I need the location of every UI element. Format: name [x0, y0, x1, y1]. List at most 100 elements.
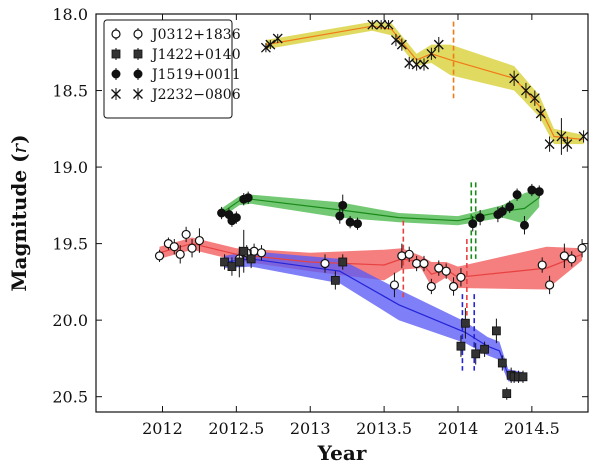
- y-tick-label-0: 18.0: [52, 5, 88, 24]
- series-3-marker-17: [544, 139, 555, 150]
- series-0-marker-25: [567, 254, 577, 264]
- series-1-marker-11: [491, 326, 501, 336]
- series-0-marker-4: [181, 229, 191, 240]
- x-tick-label-0: 2012: [142, 419, 183, 438]
- series-1-band: [224, 251, 523, 382]
- series-3-point-7: [396, 38, 407, 51]
- legend-label-3: J2232−0806: [150, 87, 241, 103]
- series-0-point-3: [175, 245, 185, 264]
- series-3-point-6: [390, 33, 401, 47]
- y-axis-label-main: Magnitude: [7, 170, 31, 292]
- legend-box: [103, 19, 233, 119]
- series-1-marker-12: [497, 358, 507, 368]
- series-3-point-12: [433, 36, 444, 53]
- series-1-point-3: [239, 229, 249, 273]
- series-3-marker-18: [556, 131, 567, 142]
- series-3-point-13: [509, 70, 520, 86]
- series-3-marker-6: [390, 35, 401, 45]
- series-3-point-16: [535, 105, 546, 122]
- series-1-marker-10: [480, 344, 489, 354]
- series-1-point-17: [518, 370, 528, 383]
- series-0-marker-12: [389, 280, 400, 290]
- series-3-point-18: [556, 118, 567, 155]
- y-tick-label-2: 19.0: [52, 158, 88, 177]
- axis-ticks: 2012 2012.5 2013 2013.5 2014 2014.5 18.0 18.5 19…: [52, 5, 588, 438]
- series-3-point-15: [529, 90, 540, 106]
- legend-item-3: J2232−0806: [111, 87, 241, 103]
- series-1-point-13: [502, 387, 512, 400]
- data-points: [154, 19, 589, 400]
- series-0-marker-2: [169, 242, 179, 252]
- y-axis-label: Magnitude (r): [7, 134, 31, 291]
- series-3-point-4: [376, 19, 387, 30]
- y-tick-label-5: 20.5: [52, 388, 88, 407]
- legend-label-0: J0312+1836: [150, 27, 241, 43]
- series-3-point-9: [411, 58, 422, 71]
- series-2-point-3: [231, 211, 241, 224]
- series-3-marker-10: [419, 59, 429, 70]
- series-2-marker-15: [512, 190, 522, 200]
- series-2-marker-9: [353, 219, 363, 229]
- series-0-marker-5: [187, 243, 197, 253]
- series-2-point-15: [512, 188, 522, 201]
- series-0-point-11: [320, 254, 330, 273]
- y-tick-label-4: 20.0: [52, 311, 88, 330]
- series-0-marker-3: [175, 249, 185, 259]
- series-0-point-26: [577, 239, 587, 258]
- series-1-marker-13: [502, 389, 512, 399]
- series-0-point-0: [154, 249, 165, 262]
- x-tick-label-1: 2012.5: [208, 419, 264, 438]
- legend-item-0: J0312+1836: [111, 27, 241, 43]
- series-2-point-9: [353, 217, 363, 230]
- series-3-marker-14: [520, 85, 531, 96]
- series-0-point-25: [567, 251, 577, 267]
- series-1-marker-5: [330, 275, 340, 285]
- series-2-point-13: [497, 205, 507, 218]
- series-3-point-5: [383, 19, 394, 30]
- series-3-point-14: [520, 82, 531, 99]
- y-axis-label-open-paren: (: [7, 153, 31, 169]
- series-2-marker-7: [338, 200, 348, 210]
- series-2-point-6: [335, 208, 345, 224]
- series-1-marker-8: [460, 318, 470, 328]
- series-0-point-2: [169, 239, 179, 255]
- series-2-marker-0: [217, 208, 227, 218]
- change-point-markers: [402, 21, 477, 371]
- series-0-marker-19: [441, 266, 451, 276]
- series-3-marker-16: [535, 108, 546, 119]
- x-axis-label: Year: [317, 441, 367, 465]
- series-0-point-20: [448, 277, 459, 296]
- series-2-point-10: [468, 216, 478, 232]
- series-3-marker-12: [433, 39, 444, 50]
- series-0-marker-20: [448, 281, 459, 292]
- series-0-point-10: [256, 245, 267, 261]
- series-1-point-5: [330, 271, 340, 290]
- series-3-marker-11: [426, 48, 437, 59]
- series-1-point-10: [480, 341, 489, 357]
- series-0-marker-11: [320, 258, 330, 269]
- series-2-point-5: [243, 191, 253, 204]
- series-2-marker-14: [505, 202, 515, 212]
- series-3-marker-3: [367, 19, 378, 30]
- series-3-point-10: [419, 58, 429, 71]
- series-0-point-4: [181, 226, 191, 243]
- series-0-trend-line: [159, 242, 583, 278]
- series-0-point-6: [194, 228, 205, 253]
- series-0-marker-10: [256, 248, 267, 258]
- series-3-marker-5: [383, 19, 394, 30]
- series-3-marker-0: [260, 42, 271, 53]
- series-2-marker-18: [534, 187, 544, 197]
- series-2-marker-13: [497, 206, 507, 216]
- series-2-band: [221, 188, 540, 226]
- series-1-marker-17: [518, 372, 528, 382]
- x-tick-label-2: 2013: [290, 419, 331, 438]
- series-1-point-12: [497, 355, 507, 371]
- series-0-point-21: [456, 268, 466, 287]
- series-2-point-16: [519, 216, 529, 235]
- legend-label-1: J1422+0140: [150, 47, 241, 63]
- series-1-point-7: [456, 335, 466, 357]
- series-0-marker-21: [456, 272, 466, 282]
- series-1-marker-2: [234, 257, 244, 267]
- legend-item-1: J1422+0140: [111, 47, 241, 63]
